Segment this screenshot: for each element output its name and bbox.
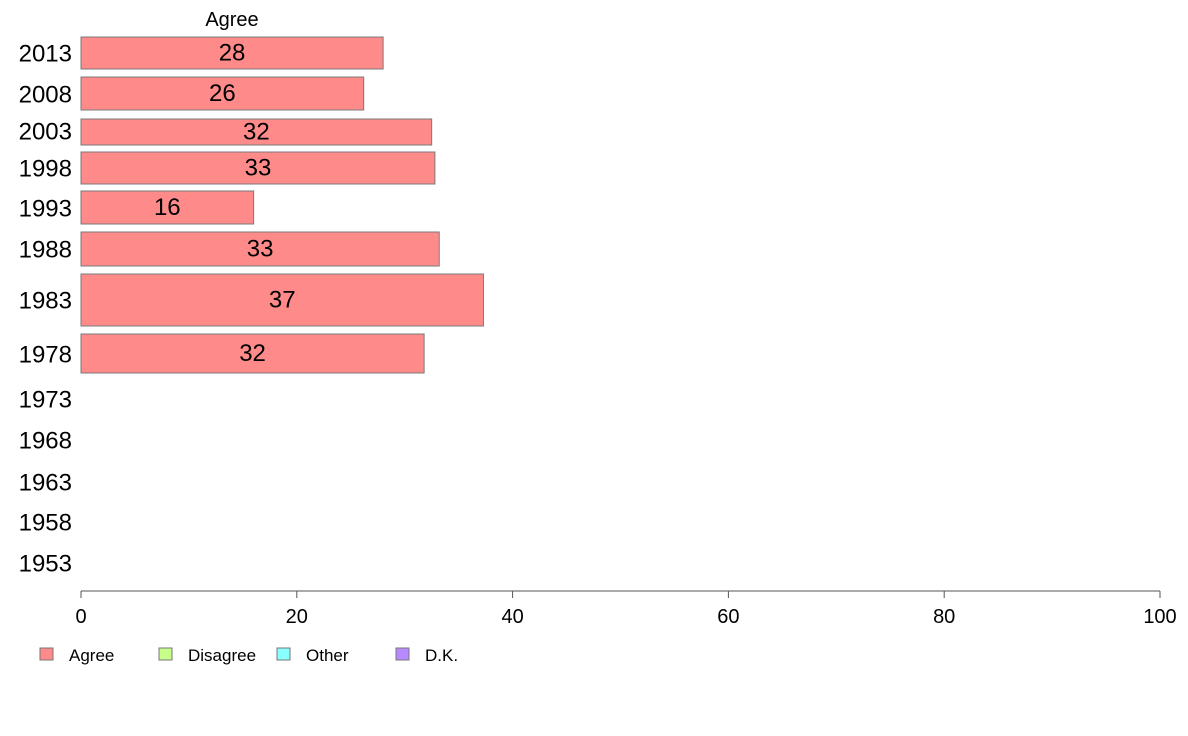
data-label-2003: 32: [243, 119, 270, 146]
x-axis: 0 20 40 60 80 100: [75, 590, 1177, 628]
y-label-1983: 1983: [19, 288, 72, 315]
data-label-2008: 26: [209, 80, 236, 107]
y-label-1988: 1988: [19, 237, 72, 264]
data-label-1988: 33: [247, 236, 274, 263]
y-label-1978: 1978: [19, 342, 72, 369]
legend-swatch-d-k: [395, 647, 410, 661]
bar-agree-1978: [80, 333, 425, 374]
column-header-agree: Agree: [205, 9, 258, 31]
legend-swatch-other: [276, 647, 291, 661]
data-label-1998: 33: [245, 155, 272, 182]
data-label-1993: 16: [154, 194, 181, 221]
legend-label-d-k: D.K.: [425, 646, 458, 665]
bar-agree-1998: [80, 151, 436, 185]
bar-agree-1988: [80, 231, 440, 267]
y-label-2013: 2013: [19, 41, 72, 68]
bar-agree-2003: [80, 118, 433, 146]
data-label-1978: 32: [239, 340, 266, 367]
legend-label-other: Other: [306, 646, 349, 665]
legend-swatch-disagree: [158, 647, 173, 661]
y-axis-labels: 2013 2008 2003 1998 1993 1988 1983 1978 1973 1968…: [19, 41, 72, 578]
bar-agree-1983: [80, 273, 484, 327]
x-tick-label-20: 20: [286, 606, 308, 628]
y-label-1973: 1973: [19, 387, 72, 414]
y-label-1958: 1958: [19, 510, 72, 537]
bar-agree-2013: [80, 36, 384, 70]
x-tick-label-60: 60: [717, 606, 739, 628]
bar-agree-1993: [80, 190, 255, 225]
y-label-1993: 1993: [19, 196, 72, 223]
legend-label-disagree: Disagree: [188, 646, 256, 665]
y-label-2003: 2003: [19, 119, 72, 146]
legend: Agree Disagree Other D.K.: [39, 646, 458, 665]
legend-label-agree: Agree: [69, 646, 114, 665]
legend-swatch-agree: [39, 647, 54, 661]
x-tick-label-40: 40: [501, 606, 523, 628]
bar-agree-2008: [80, 76, 365, 111]
x-tick-label-0: 0: [75, 606, 86, 628]
data-label-1983: 37: [269, 287, 296, 314]
x-tick-label-100: 100: [1143, 606, 1176, 628]
x-tick-label-80: 80: [933, 606, 955, 628]
y-label-1998: 1998: [19, 156, 72, 183]
y-label-1953: 1953: [19, 551, 72, 578]
y-label-1968: 1968: [19, 428, 72, 455]
y-label-2008: 2008: [19, 82, 72, 109]
data-label-2013: 28: [219, 40, 246, 67]
y-label-1963: 1963: [19, 470, 72, 497]
